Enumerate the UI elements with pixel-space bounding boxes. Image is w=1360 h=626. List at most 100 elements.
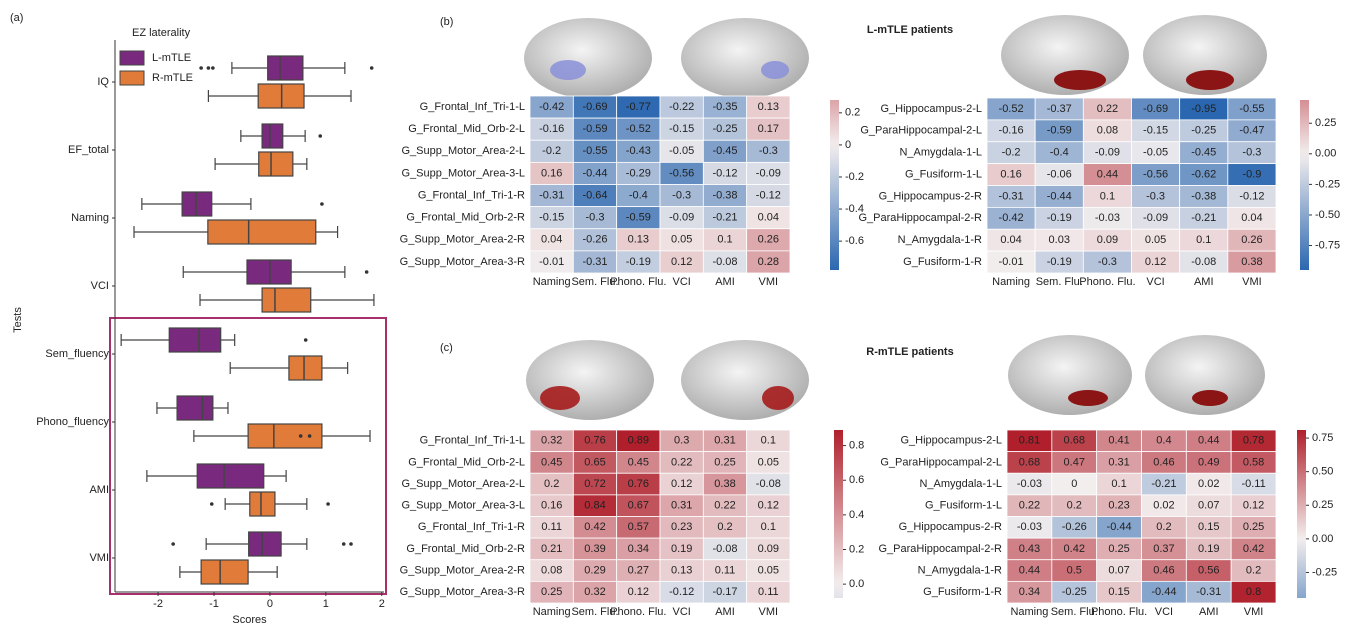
row-label: N_Amygdala-1-R [898, 234, 982, 246]
cell-label: 0.37 [1153, 543, 1174, 555]
cell-label: 0.42 [1064, 543, 1085, 555]
box [196, 463, 265, 489]
cell-label: -0.01 [539, 256, 564, 268]
cell-label: 0.28 [758, 256, 779, 268]
x-tick-label: -1 [209, 598, 219, 610]
row-label: G_Frontal_Inf_Tri-1-R [418, 521, 525, 533]
row-label: N_Amygdala-1-L [899, 147, 982, 159]
box [207, 219, 317, 245]
cell-label: 0.44 [1097, 168, 1118, 180]
cell-label: 0.65 [584, 456, 605, 468]
cell-label: -0.15 [539, 212, 564, 224]
cell-label: 0.22 [714, 500, 735, 512]
column-label: VCI [1155, 606, 1173, 618]
colorbar-tick-label: 0.4 [849, 509, 864, 521]
cell-label: -0.16 [999, 125, 1024, 137]
cell-label: 0.42 [584, 521, 605, 533]
y-tick-label: IQ [97, 76, 109, 88]
cell-label: 0.32 [584, 586, 605, 598]
cell-label: 0.23 [671, 521, 692, 533]
cell-label: 0.17 [758, 123, 779, 135]
cell-label: 0.46 [1153, 456, 1174, 468]
cell-label: 0.12 [1145, 256, 1166, 268]
row-label: G_Frontal_Mid_Orb-2-R [406, 212, 525, 224]
cell-label: 0.25 [1108, 543, 1129, 555]
cell-label: 0.76 [628, 478, 649, 490]
cell-label: -0.69 [582, 101, 607, 113]
column-label: Naming [1010, 606, 1048, 618]
cell-label: 0.2 [717, 521, 732, 533]
cell-label: -0.01 [999, 256, 1024, 268]
chart-title: R-mTLE patients [866, 346, 953, 358]
colorbar-tick-label: -0.25 [1315, 178, 1340, 190]
cell-label: -0.12 [712, 167, 737, 179]
colorbar [1297, 430, 1306, 598]
cell-label: 0.02 [1198, 478, 1219, 490]
cell-label: -0.3 [586, 212, 605, 224]
heatmap-cell [1227, 250, 1277, 274]
cell-label: -0.59 [626, 212, 651, 224]
cell-label: 0.5 [1067, 564, 1082, 576]
row-label: N_Amygdala-1-R [918, 564, 1002, 576]
brain-region [761, 61, 789, 79]
box [249, 491, 276, 517]
cell-label: 0.08 [541, 564, 562, 576]
cell-label: -0.03 [1017, 521, 1042, 533]
cell-label: -0.08 [1191, 256, 1216, 268]
cell-label: -0.03 [1095, 212, 1120, 224]
cell-label: 0.16 [541, 500, 562, 512]
box [261, 123, 284, 149]
box [267, 55, 304, 81]
brain-region [1068, 390, 1108, 406]
cell-label: 0.15 [1198, 521, 1219, 533]
box [181, 191, 213, 217]
column-label: Phono. Flu. [1079, 276, 1135, 288]
cell-label: -0.42 [999, 212, 1024, 224]
x-tick-label: -2 [153, 598, 163, 610]
cell-label: 0.56 [1198, 564, 1219, 576]
colorbar [1300, 100, 1309, 270]
cell-label: -0.42 [539, 101, 564, 113]
x-tick-label: 2 [379, 598, 385, 610]
column-label: AMI [715, 276, 735, 288]
cell-label: 0.38 [1241, 256, 1262, 268]
cell-label: -0.22 [669, 101, 694, 113]
heatmap-cell [746, 580, 791, 604]
colorbar-tick-label: 0 [845, 139, 851, 151]
cell-label: -0.05 [1143, 147, 1168, 159]
cell-label: -0.08 [756, 478, 781, 490]
outlier [341, 542, 346, 546]
cell-label: -0.25 [712, 123, 737, 135]
row-label: G_Frontal_Inf_Tri-1-L [420, 101, 525, 113]
outlier [209, 502, 214, 506]
cell-label: -0.45 [712, 145, 737, 157]
column-label: VCI [672, 276, 690, 288]
row-label: G_Supp_Motor_Area-2-R [400, 234, 525, 246]
legend-swatch [119, 50, 145, 66]
cell-label: 0.2 [1067, 500, 1082, 512]
cell-label: 0.41 [1108, 435, 1129, 447]
y-tick-label: VCI [91, 280, 109, 292]
cell-label: -0.19 [1047, 212, 1072, 224]
row-label: G_Hippocampus-2-L [881, 103, 983, 115]
cell-label: 0.1 [1100, 190, 1115, 202]
cell-label: 0.07 [1108, 564, 1129, 576]
cell-label: 0.02 [1153, 500, 1174, 512]
cell-label: -0.59 [582, 123, 607, 135]
cell-label: -0.3 [759, 145, 778, 157]
cell-label: 0.11 [758, 586, 779, 598]
cell-label: -0.45 [1191, 147, 1216, 159]
outlier [206, 66, 211, 70]
y-axis-title: Tests [12, 307, 24, 333]
row-label: G_Supp_Motor_Area-3-L [401, 167, 525, 179]
cell-label: 0.46 [1153, 564, 1174, 576]
colorbar-tick-label: 0.25 [1315, 117, 1336, 129]
cell-label: 0.2 [1246, 564, 1261, 576]
colorbar-tick-label: 0.75 [1312, 432, 1333, 444]
brain-region [1054, 70, 1106, 90]
cell-label: 0.05 [1145, 234, 1166, 246]
outlier [298, 434, 303, 438]
row-label: G_Supp_Motor_Area-2-L [401, 478, 525, 490]
brain [1008, 335, 1132, 415]
